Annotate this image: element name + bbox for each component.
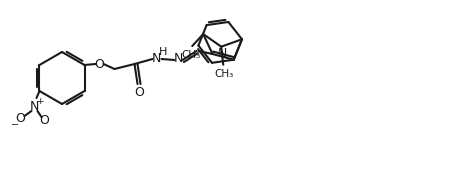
Text: N: N [30, 100, 39, 113]
Text: −: − [12, 120, 19, 130]
Text: +: + [36, 98, 43, 107]
Text: N: N [218, 47, 227, 60]
Text: CH₃: CH₃ [215, 69, 234, 79]
Text: O: O [95, 57, 105, 70]
Text: H: H [160, 47, 168, 57]
Text: O: O [134, 85, 144, 98]
Text: N: N [152, 51, 161, 64]
Text: O: O [40, 113, 49, 126]
Text: CH₃: CH₃ [182, 50, 201, 60]
Text: N: N [174, 53, 183, 66]
Text: O: O [16, 113, 25, 126]
